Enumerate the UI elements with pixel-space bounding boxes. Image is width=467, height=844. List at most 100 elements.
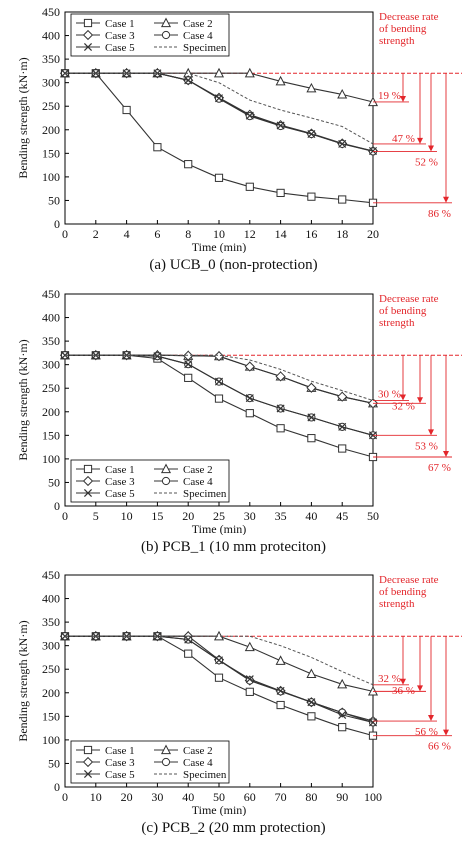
data-point [245,182,254,191]
data-point [184,373,193,382]
data-point-stroke-2 [184,635,193,644]
data-point-stroke-2 [214,377,224,386]
annotation-title-line: strength [379,35,415,47]
legend-marker [83,745,93,755]
y-tick-label: 400 [42,592,60,606]
data-point-stroke-2 [368,718,378,727]
x-tick-label: 60 [244,790,256,804]
legend-entry: Case 5 [76,488,135,500]
annotation-title-line: of bending [379,305,427,317]
y-tick-label: 100 [42,452,60,466]
legend-marker [83,464,93,474]
y-tick-label: 400 [42,29,60,43]
x-tick-label: 40 [305,509,317,523]
chart-svg-c: 0 50 100 150 200 250 300 350 400 450 0 10 20 30 40 50 60… [16,568,462,816]
legend-entry: Case 3 [76,756,135,769]
legend-label: Case 4 [183,757,213,769]
legend-label: Case 5 [105,42,135,54]
rate-arrowhead [443,196,449,203]
x-tick-label: 100 [364,790,382,804]
x-tick-label: 4 [124,227,130,241]
data-point [184,635,193,644]
y-tick-label: 0 [54,780,60,794]
series-line [65,635,374,737]
legend-entry: Case 5 [76,769,135,781]
data-point [275,371,286,382]
x-tick-label: 8 [185,227,191,241]
chart-svg-b: 0 50 100 150 200 250 300 350 400 450 0 5 10 15 20 25 30 3… [16,287,462,535]
legend-label: Case 2 [183,18,213,30]
data-point [338,444,347,453]
legend: Case 1 Case 2 Case 3 Case 4 Case 5 Specimen [70,13,230,57]
series-specimen [65,72,374,145]
data-point [245,111,254,120]
x-tick-label: 20 [367,227,379,241]
data-point [276,121,285,130]
data-point-stroke-2 [276,404,285,413]
legend-entry: Specimen [154,488,227,500]
legend-entry: Specimen [154,42,227,54]
data-point-stroke-2 [245,394,254,403]
series-line [65,72,374,145]
y-axis-label: Bending strength (kN·m) [16,339,30,460]
data-point [276,424,285,433]
legend-marker [161,476,171,486]
legend-label: Case 2 [183,745,213,757]
rate-label: 30 % [378,388,401,400]
x-axis-label: Time (min) [192,803,247,816]
chart-panel-a: 0 50 100 150 200 250 300 350 400 450 0 2 4 6 8 10 12 14 16… [0,0,467,281]
legend-entry: Case 4 [154,30,213,42]
series-line [65,354,374,458]
x-tick-label: 20 [121,790,133,804]
legend-marker [160,463,172,474]
chart-caption-a: (a) UCB_0 (non-protection) [149,257,318,273]
annotation-title-line: of bending [379,23,427,35]
data-point-stroke-2 [184,360,193,369]
data-point [213,67,225,78]
x-tick-label: 35 [275,509,287,523]
rate-label: 67 % [428,462,451,474]
legend-entry: Case 3 [76,475,135,488]
y-tick-label: 150 [42,709,60,723]
data-point [307,192,316,201]
x-tick-label: 70 [275,790,287,804]
data-point [214,394,224,403]
x-tick-label: 30 [244,509,256,523]
rate-arrowhead [428,429,434,436]
rate-label: 19 % [378,90,401,102]
y-tick-label: 350 [42,52,60,66]
data-point [244,361,255,372]
chart-panel-c: 0 50 100 150 200 250 300 350 400 450 0 10 20 30 40 50 60… [0,563,467,844]
x-tick-label: 15 [151,509,163,523]
data-point [214,173,224,182]
y-tick-label: 250 [42,99,60,113]
y-tick-label: 300 [42,76,60,90]
x-tick-label: 40 [182,790,194,804]
legend-marker [83,769,93,779]
x-tick-label: 50 [367,509,379,523]
x-tick-label: 14 [275,227,287,241]
legend-entry: Case 5 [76,42,135,54]
series-case-1 [60,351,378,462]
data-point [337,88,348,99]
data-point-stroke-2 [307,698,316,707]
data-point [307,698,316,707]
data-point [153,352,162,361]
data-point-stroke-2 [214,94,224,103]
series-line [65,72,374,152]
rate-arrowhead [417,397,423,404]
x-tick-label: 10 [90,790,102,804]
data-point [368,718,378,727]
data-point [368,146,378,156]
y-tick-label: 200 [42,686,60,700]
rate-arrowhead [417,137,423,144]
data-point-stroke-2 [338,710,347,719]
rate-arrowhead [443,451,449,458]
x-tick-label: 10 [213,227,225,241]
legend-label: Case 2 [183,464,213,476]
data-point [338,710,347,719]
data-point [306,668,317,679]
legend-entry: Case 3 [76,29,135,42]
annotation-title-line: strength [379,598,415,610]
data-point [245,675,254,684]
